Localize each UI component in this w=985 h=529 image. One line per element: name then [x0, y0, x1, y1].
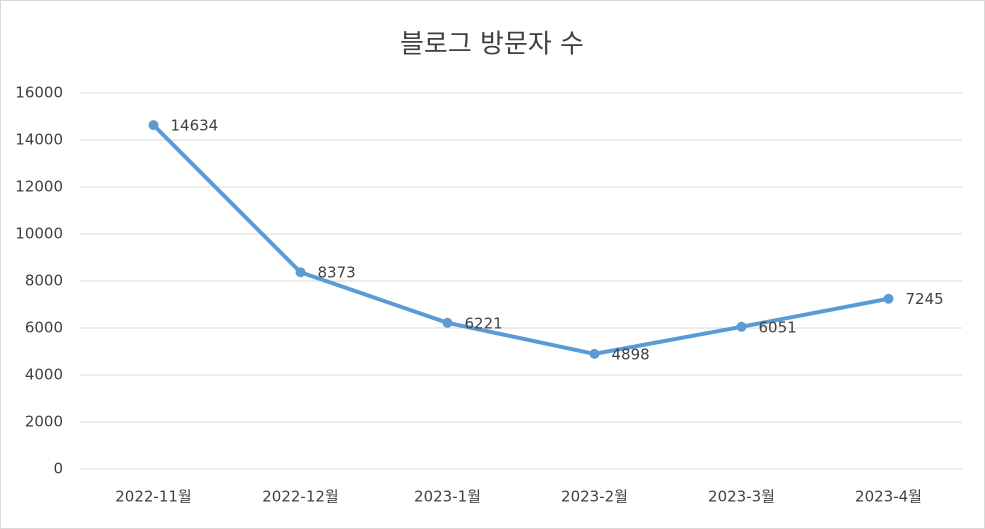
x-tick-label: 2023-3월 [708, 488, 775, 506]
y-tick-label: 8000 [25, 272, 63, 290]
x-tick-label: 2023-1월 [414, 488, 481, 506]
y-tick-label: 2000 [25, 413, 63, 431]
x-tick-label: 2023-4월 [855, 488, 922, 506]
data-label: 8373 [318, 264, 356, 282]
data-label: 14634 [171, 117, 219, 135]
x-tick-label: 2022-11월 [115, 488, 191, 506]
y-tick-label: 16000 [15, 84, 63, 102]
x-tick-label: 2022-12월 [262, 488, 338, 506]
marker [148, 120, 159, 131]
y-tick-label: 0 [53, 460, 63, 478]
x-tick-label: 2023-2월 [561, 488, 628, 506]
marker [736, 321, 747, 332]
y-tick-label: 14000 [15, 131, 63, 149]
chart-title: 블로그 방문자 수 [400, 30, 584, 60]
data-label: 4898 [612, 345, 650, 363]
y-tick-label: 4000 [25, 366, 63, 384]
line-series [151, 123, 891, 356]
y-tick-label: 12000 [15, 178, 63, 196]
marker [589, 348, 600, 359]
y-tick-label: 10000 [15, 225, 63, 243]
y-tick-label: 6000 [25, 319, 63, 337]
data-label: 6221 [465, 314, 503, 332]
marker [442, 317, 453, 328]
marker [295, 267, 306, 278]
marker [883, 293, 894, 304]
data-label: 6051 [759, 318, 797, 336]
data-label: 7245 [906, 290, 944, 308]
